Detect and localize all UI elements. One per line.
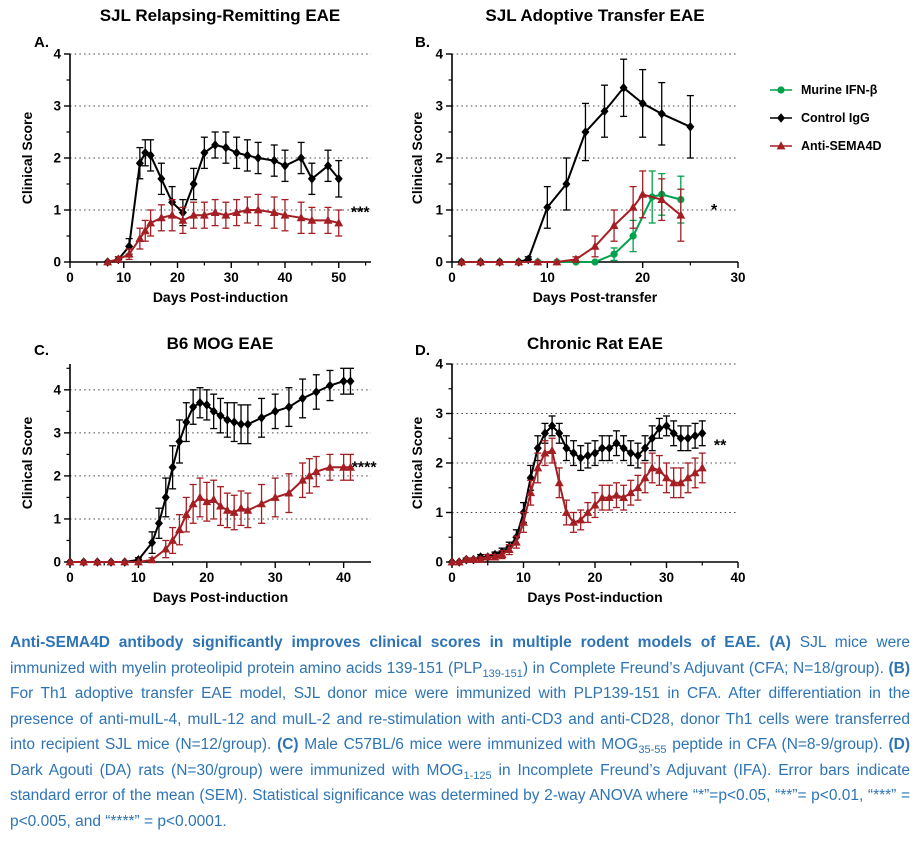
svg-text:4: 4 bbox=[53, 382, 61, 397]
svg-text:40: 40 bbox=[336, 570, 351, 585]
legend-label: Anti-SEMA4D bbox=[801, 139, 882, 153]
svg-text:0: 0 bbox=[53, 255, 61, 270]
svg-text:4: 4 bbox=[435, 47, 443, 62]
panel-d-chart-canvas: 0 10 20 30 40 0 1 2 3 4 Days Post-induction Clinica… bbox=[409, 357, 746, 606]
svg-text:3: 3 bbox=[435, 406, 443, 421]
svg-text:***: *** bbox=[351, 205, 370, 222]
svg-text:****: **** bbox=[352, 459, 378, 476]
legend-item-anti-sema4d: Anti-SEMA4D bbox=[768, 132, 882, 160]
panel-c-letter: C. bbox=[34, 342, 49, 359]
legend-marker-triangle-icon bbox=[770, 141, 792, 150]
svg-text:2: 2 bbox=[53, 468, 61, 483]
svg-text:0: 0 bbox=[435, 555, 443, 570]
svg-text:20: 20 bbox=[199, 570, 214, 585]
svg-text:4: 4 bbox=[53, 47, 61, 62]
panel-c-title: B6 MOG EAE bbox=[166, 334, 274, 353]
panel-b-chart-canvas: 0 10 20 30 0 1 2 3 4 Days Post-transfer Clinical S… bbox=[409, 47, 746, 306]
svg-text:20: 20 bbox=[635, 270, 650, 285]
svg-text:4: 4 bbox=[435, 357, 443, 372]
svg-text:1: 1 bbox=[53, 203, 61, 218]
svg-text:0: 0 bbox=[448, 570, 456, 585]
svg-text:Clinical Score: Clinical Score bbox=[19, 416, 35, 509]
svg-text:10: 10 bbox=[540, 270, 555, 285]
svg-text:3: 3 bbox=[53, 99, 61, 114]
svg-text:Clinical Score: Clinical Score bbox=[19, 111, 35, 204]
svg-text:1: 1 bbox=[435, 203, 443, 218]
svg-text:0: 0 bbox=[53, 555, 61, 570]
svg-text:0: 0 bbox=[435, 255, 443, 270]
svg-text:30: 30 bbox=[268, 570, 283, 585]
svg-text:**: ** bbox=[714, 438, 727, 455]
svg-text:1: 1 bbox=[53, 511, 61, 526]
svg-text:Days Post-induction: Days Post-induction bbox=[527, 589, 662, 605]
svg-text:Clinical Score: Clinical Score bbox=[409, 111, 425, 204]
svg-text:20: 20 bbox=[587, 570, 602, 585]
svg-text:Days Post-induction: Days Post-induction bbox=[153, 589, 288, 605]
legend-marker-diamond-icon bbox=[770, 113, 792, 123]
svg-text:10: 10 bbox=[131, 570, 146, 585]
figure-panels: SJL Relapsing-Remitting EAE A. 0 10 20 30 40… bbox=[19, 6, 882, 606]
svg-text:0: 0 bbox=[66, 270, 74, 285]
svg-text:30: 30 bbox=[659, 570, 674, 585]
panel-a-title: SJL Relapsing-Remitting EAE bbox=[99, 6, 341, 25]
panel-a-letter: A. bbox=[34, 34, 49, 51]
svg-text:3: 3 bbox=[53, 425, 61, 440]
svg-text:40: 40 bbox=[277, 270, 292, 285]
panel-c-chart-canvas: 0 10 20 30 40 0 1 2 3 4 Days Post-induction Clinica… bbox=[19, 364, 378, 605]
svg-text:10: 10 bbox=[116, 270, 131, 285]
svg-text:0: 0 bbox=[66, 570, 74, 585]
svg-text:Days Post-transfer: Days Post-transfer bbox=[533, 289, 658, 305]
legend-label: Control IgG bbox=[801, 111, 870, 125]
panel-d-title: Chronic Rat EAE bbox=[526, 334, 664, 353]
svg-text:0: 0 bbox=[448, 270, 456, 285]
svg-text:1: 1 bbox=[435, 505, 443, 520]
legend-item-control-igg: Control IgG bbox=[768, 104, 882, 132]
legend-item-murine-ifn-b: Murine IFN-β bbox=[768, 76, 882, 104]
svg-text:*: * bbox=[711, 202, 718, 219]
svg-text:30: 30 bbox=[224, 270, 239, 285]
svg-text:3: 3 bbox=[435, 99, 443, 114]
figure-caption: Anti-SEMA4D antibody significantly impro… bbox=[10, 634, 911, 830]
svg-text:2: 2 bbox=[435, 151, 443, 166]
legend-label: Murine IFN-β bbox=[801, 83, 878, 97]
svg-text:20: 20 bbox=[170, 270, 185, 285]
svg-text:40: 40 bbox=[730, 570, 745, 585]
svg-text:2: 2 bbox=[435, 456, 443, 471]
panel-b-letter: B. bbox=[415, 34, 430, 51]
panel-b-title: SJL Adoptive Transfer EAE bbox=[485, 6, 705, 25]
panel-d-letter: D. bbox=[415, 342, 430, 359]
svg-text:2: 2 bbox=[53, 151, 61, 166]
chart-legend: Murine IFN-β Control IgG Anti-SEMA4D bbox=[768, 76, 882, 160]
svg-text:10: 10 bbox=[516, 570, 531, 585]
svg-text:Days Post-induction: Days Post-induction bbox=[153, 289, 288, 305]
svg-text:Clinical Score: Clinical Score bbox=[409, 416, 425, 509]
panel-a-chart-canvas: 0 10 20 30 40 50 0 1 2 3 4 Days Post-induction Clini… bbox=[19, 47, 371, 305]
legend-marker-circle-icon bbox=[770, 86, 792, 94]
svg-text:30: 30 bbox=[730, 270, 745, 285]
svg-text:50: 50 bbox=[331, 270, 346, 285]
